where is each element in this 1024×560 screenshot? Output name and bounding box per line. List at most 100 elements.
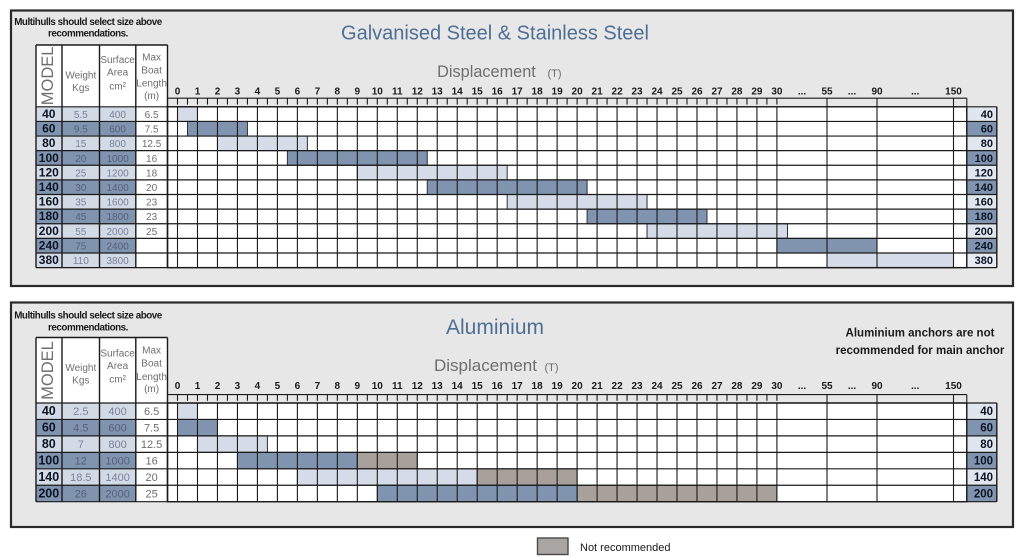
svg-text:Galvanised Steel & Stainless S: Galvanised Steel & Stainless Steel bbox=[341, 23, 649, 45]
svg-text:Kgs: Kgs bbox=[72, 376, 89, 387]
svg-text:1400: 1400 bbox=[106, 183, 129, 194]
svg-text:12: 12 bbox=[412, 381, 424, 392]
svg-text:20: 20 bbox=[75, 154, 87, 165]
svg-text:6.5: 6.5 bbox=[144, 406, 159, 418]
svg-text:26: 26 bbox=[691, 87, 703, 98]
svg-text:40: 40 bbox=[42, 107, 56, 121]
svg-text:29: 29 bbox=[751, 381, 763, 392]
svg-text:...: ... bbox=[798, 381, 807, 392]
svg-text:19: 19 bbox=[552, 381, 564, 392]
svg-text:6: 6 bbox=[295, 87, 301, 98]
svg-text:16: 16 bbox=[146, 154, 158, 165]
svg-text:25: 25 bbox=[671, 87, 683, 98]
svg-text:29: 29 bbox=[751, 87, 763, 98]
svg-text:25: 25 bbox=[671, 381, 683, 392]
svg-text:recommended for main anchor: recommended for main anchor bbox=[836, 345, 1005, 357]
svg-text:20: 20 bbox=[146, 183, 158, 194]
svg-text:35: 35 bbox=[75, 198, 87, 209]
svg-text:160: 160 bbox=[39, 195, 59, 209]
svg-text:55: 55 bbox=[821, 87, 833, 98]
svg-text:5.5: 5.5 bbox=[74, 110, 88, 121]
svg-text:4: 4 bbox=[255, 87, 261, 98]
svg-text:Boat: Boat bbox=[141, 359, 162, 370]
svg-text:160: 160 bbox=[975, 197, 993, 209]
svg-text:600: 600 bbox=[108, 423, 126, 435]
svg-text:25: 25 bbox=[75, 168, 87, 179]
svg-text:16: 16 bbox=[145, 455, 157, 467]
svg-text:45: 45 bbox=[75, 212, 87, 223]
svg-text:18: 18 bbox=[532, 87, 544, 98]
svg-text:...: ... bbox=[848, 87, 857, 98]
svg-text:7: 7 bbox=[315, 87, 321, 98]
svg-text:1: 1 bbox=[195, 381, 201, 392]
svg-text:140: 140 bbox=[975, 182, 993, 194]
svg-text:Max: Max bbox=[142, 345, 161, 356]
svg-text:recommendations.: recommendations. bbox=[48, 29, 129, 40]
svg-text:2: 2 bbox=[215, 87, 221, 98]
svg-text:9.5: 9.5 bbox=[74, 125, 88, 136]
svg-text:60: 60 bbox=[981, 124, 993, 136]
svg-text:10: 10 bbox=[372, 87, 384, 98]
svg-text:cm²: cm² bbox=[109, 375, 126, 386]
svg-text:24: 24 bbox=[651, 381, 663, 392]
svg-text:1800: 1800 bbox=[106, 212, 129, 223]
svg-text:800: 800 bbox=[108, 439, 126, 451]
svg-text:7.5: 7.5 bbox=[145, 125, 159, 136]
svg-text:21: 21 bbox=[592, 87, 604, 98]
svg-text:Area: Area bbox=[107, 361, 129, 372]
svg-text:120: 120 bbox=[39, 165, 59, 179]
svg-text:8: 8 bbox=[335, 87, 341, 98]
svg-text:25: 25 bbox=[146, 227, 158, 238]
svg-text:27: 27 bbox=[711, 381, 723, 392]
svg-text:15: 15 bbox=[75, 139, 87, 150]
svg-text:15: 15 bbox=[472, 87, 484, 98]
svg-text:Multihulls should select size: Multihulls should select size above bbox=[14, 311, 163, 322]
svg-text:Displacement: Displacement bbox=[434, 356, 537, 375]
svg-text:180: 180 bbox=[39, 209, 59, 223]
svg-text:28: 28 bbox=[731, 87, 743, 98]
svg-text:140: 140 bbox=[39, 180, 59, 194]
svg-text:(T): (T) bbox=[544, 362, 558, 374]
svg-text:21: 21 bbox=[592, 381, 604, 392]
svg-text:2000: 2000 bbox=[105, 488, 129, 500]
svg-text:Weight: Weight bbox=[65, 71, 96, 82]
svg-text:Max: Max bbox=[142, 52, 161, 63]
svg-text:75: 75 bbox=[75, 242, 87, 253]
svg-text:1600: 1600 bbox=[106, 198, 129, 209]
svg-text:4.5: 4.5 bbox=[73, 423, 88, 435]
svg-text:Displacement: Displacement bbox=[437, 63, 536, 81]
svg-text:22: 22 bbox=[612, 87, 624, 98]
svg-text:5: 5 bbox=[275, 381, 281, 392]
svg-text:Aluminium anchors are not: Aluminium anchors are not bbox=[846, 328, 995, 340]
svg-text:Surface: Surface bbox=[100, 55, 135, 66]
svg-text:Not recommended: Not recommended bbox=[580, 542, 671, 554]
svg-text:23: 23 bbox=[631, 87, 643, 98]
svg-text:200: 200 bbox=[38, 486, 59, 500]
svg-text:Multihulls should select size: Multihulls should select size above bbox=[14, 17, 163, 28]
svg-text:0: 0 bbox=[175, 381, 181, 392]
svg-text:2400: 2400 bbox=[106, 242, 129, 253]
svg-text:Surface: Surface bbox=[100, 348, 135, 359]
svg-text:40: 40 bbox=[42, 404, 56, 418]
svg-text:(T): (T) bbox=[547, 68, 561, 80]
svg-text:1000: 1000 bbox=[106, 154, 129, 165]
svg-text:200: 200 bbox=[39, 224, 59, 238]
svg-text:55: 55 bbox=[821, 381, 833, 392]
svg-text:...: ... bbox=[798, 87, 807, 98]
svg-text:100: 100 bbox=[38, 453, 59, 467]
svg-text:140: 140 bbox=[38, 470, 59, 484]
svg-text:20: 20 bbox=[572, 381, 584, 392]
svg-text:Aluminium: Aluminium bbox=[446, 316, 544, 339]
svg-text:17: 17 bbox=[512, 87, 524, 98]
svg-text:40: 40 bbox=[981, 109, 993, 121]
svg-text:80: 80 bbox=[980, 439, 993, 451]
svg-text:11: 11 bbox=[392, 87, 403, 98]
svg-text:400: 400 bbox=[109, 110, 126, 121]
svg-text:18: 18 bbox=[532, 381, 544, 392]
svg-text:Length: Length bbox=[136, 79, 167, 90]
svg-text:13: 13 bbox=[432, 87, 444, 98]
svg-text:13: 13 bbox=[432, 381, 444, 392]
svg-text:Length: Length bbox=[136, 372, 167, 383]
svg-text:28: 28 bbox=[731, 381, 743, 392]
svg-text:Weight: Weight bbox=[65, 363, 96, 374]
